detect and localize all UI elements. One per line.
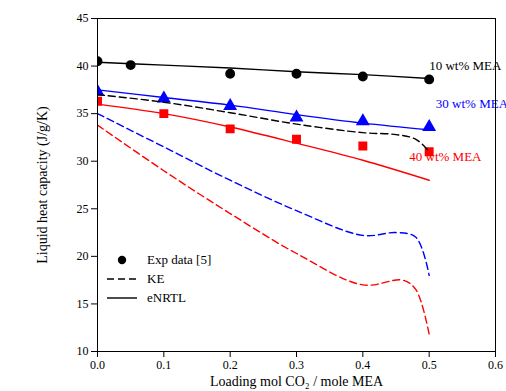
svg-text:0.5: 0.5 [422,358,437,372]
svg-text:30: 30 [77,154,89,168]
svg-text:0.6: 0.6 [488,358,503,372]
svg-text:0.3: 0.3 [289,358,304,372]
svg-text:10: 10 [77,344,89,358]
svg-text:10 wt% MEA: 10 wt% MEA [429,58,502,73]
svg-text:0.2: 0.2 [223,358,238,372]
svg-text:15: 15 [77,297,89,311]
svg-text:25: 25 [77,202,89,216]
html-text:eNRTL: eNRTL [147,289,186,305]
svg-text:Liquid heat capacity (J/g/K): Liquid heat capacity (J/g/K) [35,106,51,264]
svg-text:40: 40 [77,59,89,73]
svg-text:45: 45 [77,11,89,25]
svg-text:Loading mol CO₂ / mole MEA: Loading mol CO₂ / mole MEA [210,374,384,389]
html-text:KE: KE [147,270,165,286]
html-text:Exp data [5]: Exp data [5] [147,251,212,267]
svg-text:40 wt% MEA: 40 wt% MEA [409,149,482,164]
svg-text:0.1: 0.1 [156,358,171,372]
svg-text:0.0: 0.0 [90,358,105,372]
svg-text:0.4: 0.4 [355,358,370,372]
svg-text:35: 35 [77,106,89,120]
svg-text:20: 20 [77,249,89,263]
